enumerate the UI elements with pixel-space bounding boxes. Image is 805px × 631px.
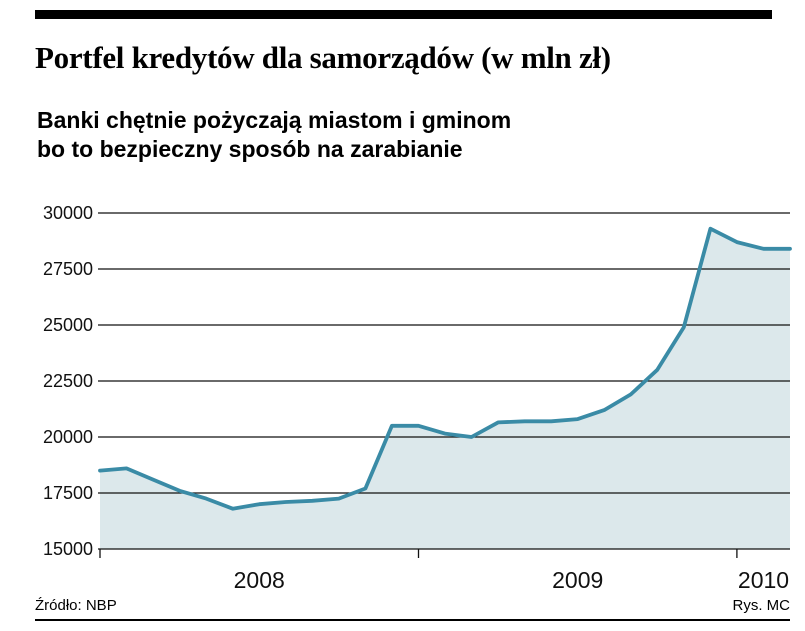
y-tick-label: 20000 (43, 427, 93, 447)
y-tick-label: 17500 (43, 483, 93, 503)
y-tick-label: 22500 (43, 371, 93, 391)
footer-rule (35, 619, 790, 621)
y-tick-label: 30000 (43, 203, 93, 223)
credit-label: Rys. MC (732, 597, 791, 614)
chart-subtitle: Banki chętnie pożyczają miastom i gminom… (37, 106, 511, 164)
x-tick-label: 2008 (234, 567, 285, 593)
y-tick-label: 25000 (43, 315, 93, 335)
loan-portfolio-chart: 15000 17500 20000 22500 25000 27500 30000 2008 2… (43, 203, 792, 593)
x-tick-label: 2010 (738, 567, 789, 593)
series-area (100, 228, 790, 549)
y-tick-label: 27500 (43, 259, 93, 279)
y-tick-label: 15000 (43, 539, 93, 559)
series-line (98, 226, 792, 511)
top-rule (35, 10, 772, 19)
source-label: Źródło: NBP (35, 597, 117, 614)
subtitle-line-1: Banki chętnie pożyczają miastom i gminom (37, 107, 512, 133)
subtitle-line-2: bo to bezpieczny sposób na zarabianie (37, 136, 463, 162)
x-tick-label: 2009 (552, 567, 603, 593)
chart-title: Portfel kredytów dla samorządów (w mln z… (35, 40, 611, 75)
